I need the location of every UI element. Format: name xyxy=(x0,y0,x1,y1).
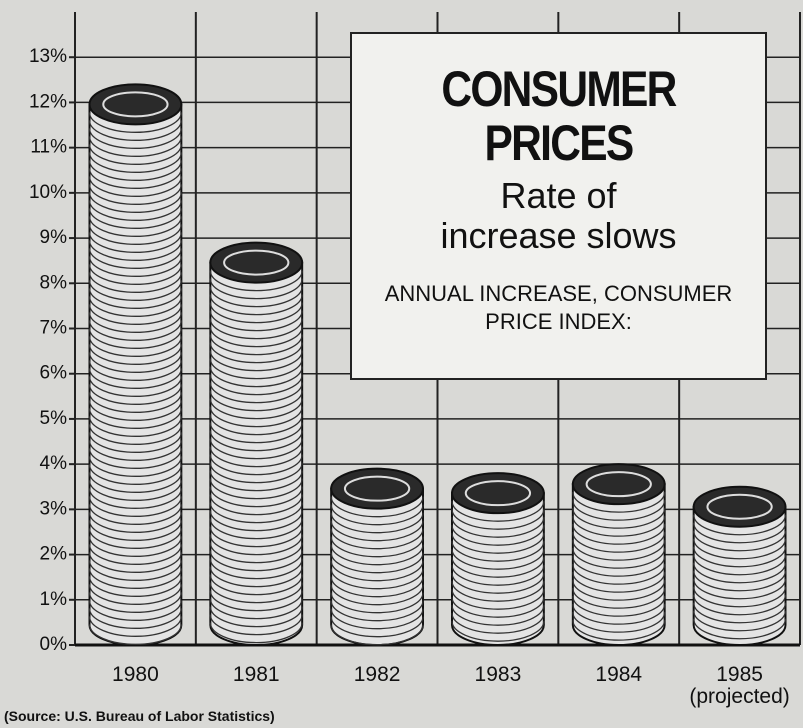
coin-stack xyxy=(90,84,182,645)
x-tick-label: 1981 xyxy=(196,664,316,686)
y-tick-label: 13% xyxy=(29,46,67,67)
y-tick-label: 3% xyxy=(40,498,68,519)
bar xyxy=(210,263,302,645)
y-tick-label: 10% xyxy=(29,182,67,203)
y-tick-label: 4% xyxy=(40,453,68,474)
x-tick-label: 1980 xyxy=(75,664,195,686)
y-tick-label: 0% xyxy=(40,634,68,655)
coin-stack xyxy=(331,469,423,645)
y-tick-label: 1% xyxy=(40,589,68,610)
coin-stack xyxy=(452,473,544,645)
page: 0% 1% 2% 3% 4% 5% 6% 7% 8% 9% 10% 11% 12% 13% CONSUME… xyxy=(0,0,803,728)
coin-stack xyxy=(573,464,665,645)
bar xyxy=(573,484,665,645)
title-box: CONSUMER PRICES Rate of increase slows A… xyxy=(350,32,767,380)
chart-subtitle: Rate of increase slows xyxy=(432,176,685,256)
x-tick-label: 1982 xyxy=(317,664,437,686)
y-tick-label: 6% xyxy=(40,363,68,384)
x-tick-label: 1983 xyxy=(438,664,558,686)
coin-stack xyxy=(210,243,302,645)
y-tick-label: 9% xyxy=(40,227,68,248)
chart-title: CONSUMER PRICES xyxy=(434,62,683,170)
source-note: (Source: U.S. Bureau of Labor Statistics… xyxy=(4,708,275,724)
y-tick-label: 5% xyxy=(40,408,68,429)
coin-stack xyxy=(694,487,786,645)
x-tick-label: 1985 (projected) xyxy=(680,664,800,708)
y-tick-label: 12% xyxy=(29,91,67,112)
y-tick-label: 2% xyxy=(40,544,68,565)
y-tick-label: 8% xyxy=(40,272,68,293)
x-tick-label: 1984 xyxy=(559,664,679,686)
y-tick-label: 11% xyxy=(30,137,67,158)
y-tick-label: 7% xyxy=(40,318,68,339)
annotation: ANNUAL INCREASE, CONSUMER PRICE INDEX: xyxy=(382,280,735,336)
